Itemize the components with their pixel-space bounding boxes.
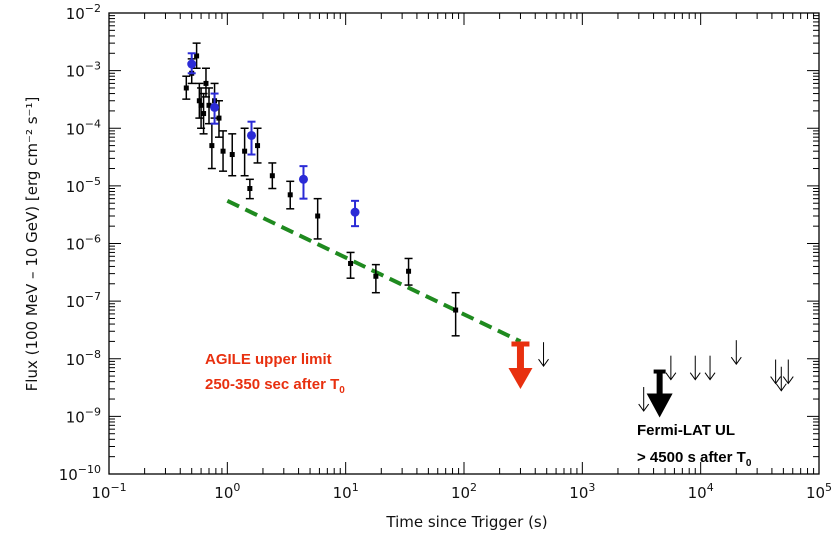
data-point-black <box>229 152 235 158</box>
x-tick-label-exponent: −1 <box>110 481 126 494</box>
data-point-black <box>453 307 459 313</box>
data-point-black <box>373 273 379 279</box>
y-tick-label-base: 10 <box>66 408 85 426</box>
x-tick-label-base: 10 <box>569 484 588 502</box>
data-point-blue <box>350 207 360 217</box>
y-tick-label-base: 10 <box>66 236 85 254</box>
x-tick-label: 101 <box>333 481 359 502</box>
data-point-black <box>209 143 215 149</box>
x-tick-label: 100 <box>214 481 240 502</box>
x-axis-label: Time since Trigger (s) <box>385 513 547 531</box>
data-point-black <box>220 148 226 154</box>
x-tick-label-base: 10 <box>806 484 825 502</box>
data-point-black <box>216 115 222 121</box>
data-point-blue <box>187 59 197 69</box>
data-point-black <box>201 111 207 117</box>
data-point-black <box>348 260 354 266</box>
y-tick-label-base: 10 <box>66 120 85 138</box>
y-tick-label-exponent: −5 <box>85 175 101 188</box>
agile-ul-arrowhead <box>508 368 533 390</box>
y-tick-label: 10−10 <box>59 463 101 484</box>
data-point-blue <box>210 102 220 112</box>
trend-line <box>226 199 522 344</box>
x-tick-label-exponent: 2 <box>470 481 477 494</box>
agile-annotation-text: 250-350 sec after T <box>205 376 339 393</box>
x-tick-label-exponent: 0 <box>233 481 240 494</box>
x-tick-label-base: 10 <box>333 484 352 502</box>
data-point-black <box>203 80 209 86</box>
data-point-blue <box>298 174 308 184</box>
y-tick-label-base: 10 <box>66 351 85 369</box>
y-tick-label-exponent: −2 <box>85 2 101 15</box>
data-point-black <box>183 85 189 91</box>
y-tick-label-exponent: −9 <box>85 405 101 418</box>
data-point-black <box>198 102 204 108</box>
x-tick-label-exponent: 3 <box>588 481 595 494</box>
y-tick-label: 10−3 <box>66 60 101 81</box>
upper-limit-arrowhead <box>770 376 782 385</box>
plot-frame <box>108 12 820 475</box>
fermi-annotation-text: > 4500 s after T <box>637 449 746 466</box>
upper-limit-arrowhead <box>775 383 787 392</box>
data-point-black <box>247 186 253 192</box>
x-tick-label: 103 <box>569 481 595 502</box>
y-tick-label: 10−4 <box>66 117 101 138</box>
upper-limit-arrowhead <box>638 403 650 412</box>
x-tick-label-base: 10 <box>214 484 233 502</box>
x-tick-label-base: 10 <box>451 484 470 502</box>
x-tick-label-exponent: 5 <box>825 481 832 494</box>
data-point-black <box>287 192 293 198</box>
data-point-black <box>242 148 248 154</box>
fermi-annotation-subscript: 0 <box>746 458 752 469</box>
data-point-black <box>196 98 202 104</box>
x-tick-label-base: 10 <box>688 484 707 502</box>
x-tick-label: 105 <box>806 481 832 502</box>
upper-limit-arrowhead <box>538 358 549 368</box>
y-tick-label-base: 10 <box>66 5 85 23</box>
y-tick-label: 10−2 <box>66 2 101 23</box>
data-point-black <box>206 102 212 108</box>
agile-annotation-subscript: 0 <box>339 385 345 396</box>
y-tick-label: 10−8 <box>66 348 101 369</box>
data-point-black <box>269 173 275 179</box>
data-point-black <box>255 143 261 149</box>
data-point-black <box>315 213 321 219</box>
agile-annotation-line1: AGILE upper limit <box>205 351 332 368</box>
fermi-ul-arrowhead <box>646 393 673 418</box>
data-point-black <box>406 268 412 274</box>
y-tick-label-base: 10 <box>66 178 85 196</box>
y-tick-label: 10−7 <box>66 290 101 311</box>
y-tick-label-base: 10 <box>59 466 78 484</box>
upper-limit-arrowhead <box>782 376 794 385</box>
y-axis-label: Flux (100 MeV – 10 GeV) [erg cm⁻² s⁻¹] <box>23 97 41 392</box>
y-tick-label: 10−6 <box>66 233 101 254</box>
y-tick-label-exponent: −3 <box>85 60 101 73</box>
data-point-black <box>194 53 200 59</box>
upper-limit-arrowhead <box>704 372 716 381</box>
y-tick-label: 10−9 <box>66 405 101 426</box>
y-tick-label-base: 10 <box>66 293 85 311</box>
y-tick-label-exponent: −10 <box>78 463 101 476</box>
fermi-annotation-line1: Fermi-LAT UL <box>637 422 735 439</box>
upper-limit-arrowhead <box>730 356 742 366</box>
y-tick-label-base: 10 <box>66 63 85 81</box>
y-tick-label-exponent: −4 <box>85 117 101 130</box>
y-tick-label-exponent: −6 <box>85 233 101 246</box>
x-tick-label: 10−1 <box>91 481 126 502</box>
upper-limit-arrowhead <box>665 372 677 381</box>
y-tick-label: 10−5 <box>66 175 101 196</box>
y-tick-label-exponent: −8 <box>85 348 101 361</box>
x-tick-label-exponent: 1 <box>352 481 359 494</box>
agile-annotation-line2: 250-350 sec after T0 <box>205 376 345 396</box>
upper-limit-arrowhead <box>689 372 701 381</box>
x-tick-label: 104 <box>688 481 714 502</box>
fermi-annotation-line2: > 4500 s after T0 <box>637 449 752 469</box>
data-point-blue <box>246 130 256 140</box>
y-tick-label-exponent: −7 <box>85 290 101 303</box>
x-tick-label: 102 <box>451 481 477 502</box>
x-tick-label-base: 10 <box>91 484 110 502</box>
x-tick-label-exponent: 4 <box>707 481 714 494</box>
